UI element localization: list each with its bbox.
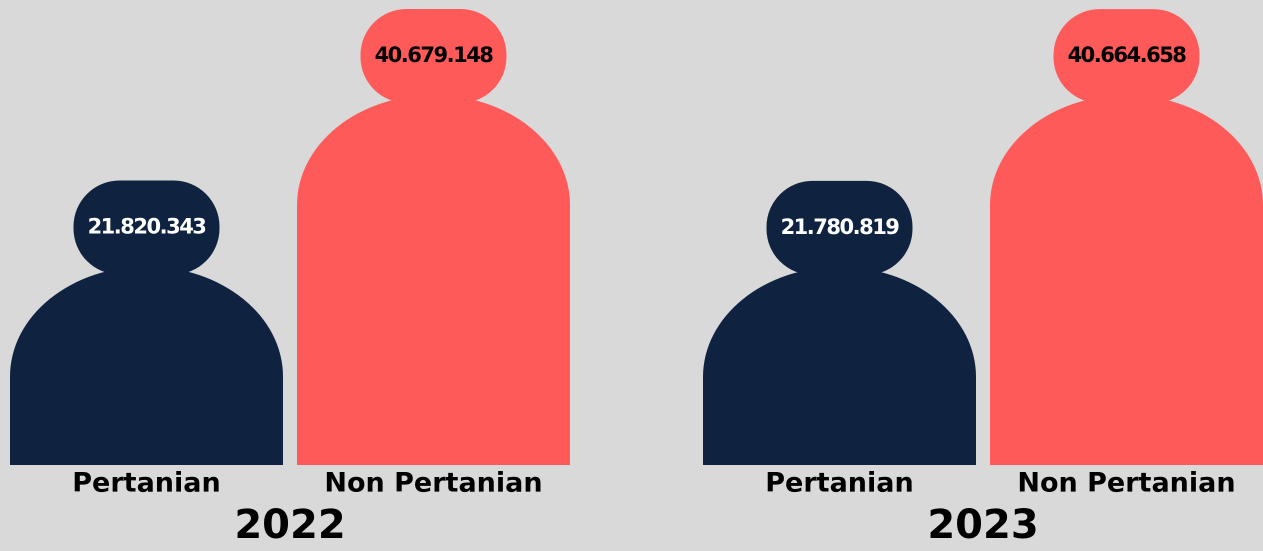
chart-title: 2023 (927, 502, 1038, 548)
category-label: Pertanian (765, 468, 913, 499)
value-label: 21.780.819 (781, 215, 900, 239)
value-label: 40.664.658 (1068, 43, 1187, 67)
bar-body (297, 95, 570, 465)
category-label: Non Pertanian (1017, 468, 1235, 499)
chart-title: 2022 (234, 502, 345, 548)
category-label: Pertanian (72, 468, 220, 499)
value-label: 40.679.148 (375, 43, 494, 67)
infographic: 21.820.343 Pertanian 40.679.148 Non Pertani… (0, 0, 1263, 551)
value-label: 21.820.343 (88, 215, 206, 239)
bar-body (990, 95, 1263, 465)
category-label: Non Pertanian (324, 468, 542, 499)
